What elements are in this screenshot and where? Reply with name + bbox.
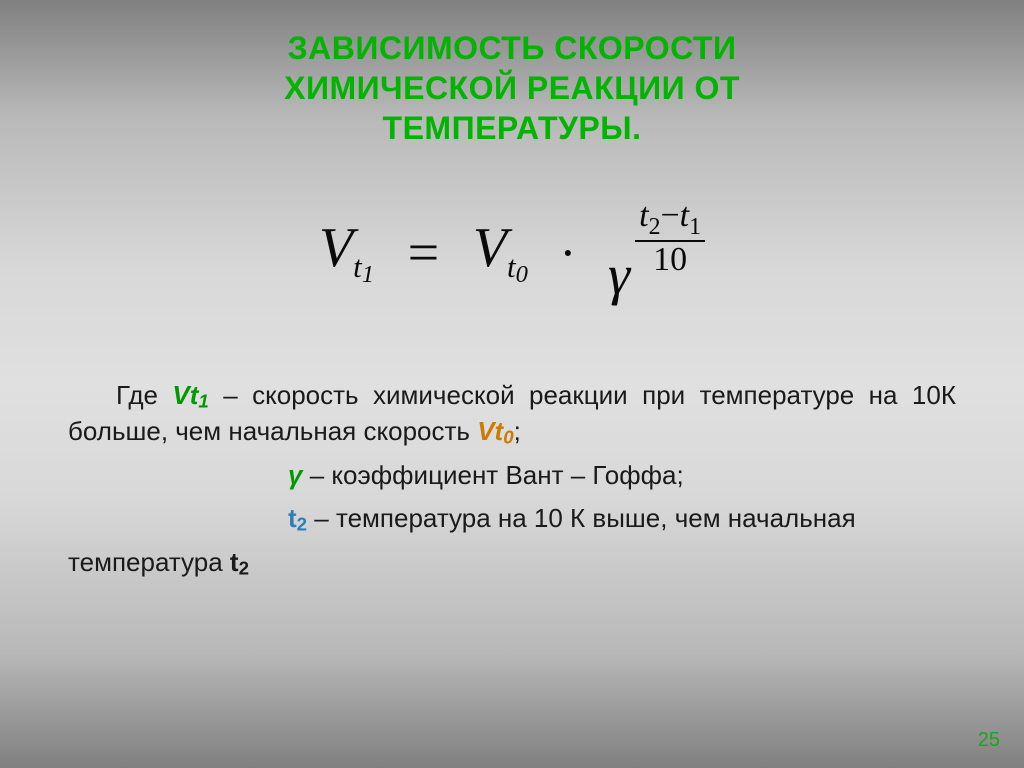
p3-t2: t2 [288,503,307,533]
exponent-fraction: t2−t1 10 [635,198,705,277]
lhs-V: V [319,217,353,279]
p1-tail: ; [514,416,521,446]
p1-vt1: Vt1 [172,380,208,410]
lhs-sub-1: 1 [362,261,374,288]
fraction-numerator: t2−t1 [635,198,705,242]
formula-block: Vt1 = Vt0 · γ t2−t1 10 [68,198,956,308]
explanation-block: Где Vt1 – скорость химической реакции пр… [68,378,956,581]
slide: ЗАВИСИМОСТЬ СКОРОСТИ ХИМИЧЕСКОЙ РЕАКЦИИ … [0,0,1024,768]
p2-text: – коэффициент Вант – Гоффа; [302,460,683,490]
formula-rhs1: Vt0 [473,216,528,289]
t2-paragraph-line2: температура t2 [68,545,956,581]
num-t1-t: t [680,197,689,234]
p4-t2-sub: 2 [239,557,249,578]
p1-vt0: Vt0 [477,416,513,446]
p3-text: – температура на 10 К выше, чем начальна… [307,503,856,533]
num-t2-t: t [639,197,648,234]
title-line-2: ХИМИЧЕСКОЙ РЕАКЦИИ ОТ [284,70,740,106]
mult-dot: · [560,224,577,282]
lhs-sub-t: t [353,250,362,284]
page-number: 25 [978,729,1000,752]
where-paragraph: Где Vt1 – скорость химической реакции пр… [68,378,956,450]
num-minus: − [660,197,679,234]
title-line-3: ТЕМПЕРАТУРЫ. [383,110,642,146]
equals-sign: = [408,221,440,285]
rhs1-sub-0: 0 [516,261,528,288]
p1-lead: Где [116,380,172,410]
rhs1-V: V [473,217,507,279]
num-t2-2: 2 [649,214,661,240]
rhs1-sub-t: t [507,250,516,284]
formula-gamma-term: γ t2−t1 10 [608,198,705,308]
p3-t2-base: t [288,503,297,533]
p4-t2-base: t [230,547,239,577]
num-t1-1: 1 [689,214,701,240]
p4-lead: температура [68,547,230,577]
p3-t2-sub: 2 [297,513,307,534]
slide-title: ЗАВИСИМОСТЬ СКОРОСТИ ХИМИЧЕСКОЙ РЕАКЦИИ … [68,28,956,148]
t2-paragraph-line1: t2 – температура на 10 К выше, чем начал… [68,501,956,537]
formula: Vt1 = Vt0 · γ t2−t1 10 [319,198,705,308]
p1-vt1-sub: 1 [198,390,208,411]
p2-gamma: γ [288,460,302,490]
formula-lhs: Vt1 [319,216,374,289]
p1-vt1-base: Vt [172,380,198,410]
gamma-paragraph: γ – коэффициент Вант – Гоффа; [68,458,956,493]
p4-t2: t2 [230,547,249,577]
fraction-denominator: 10 [635,242,705,278]
p1-vt0-sub: 0 [503,426,513,447]
gamma-symbol: γ [608,245,630,307]
p1-vt0-base: Vt [477,416,503,446]
title-line-1: ЗАВИСИМОСТЬ СКОРОСТИ [288,30,737,66]
